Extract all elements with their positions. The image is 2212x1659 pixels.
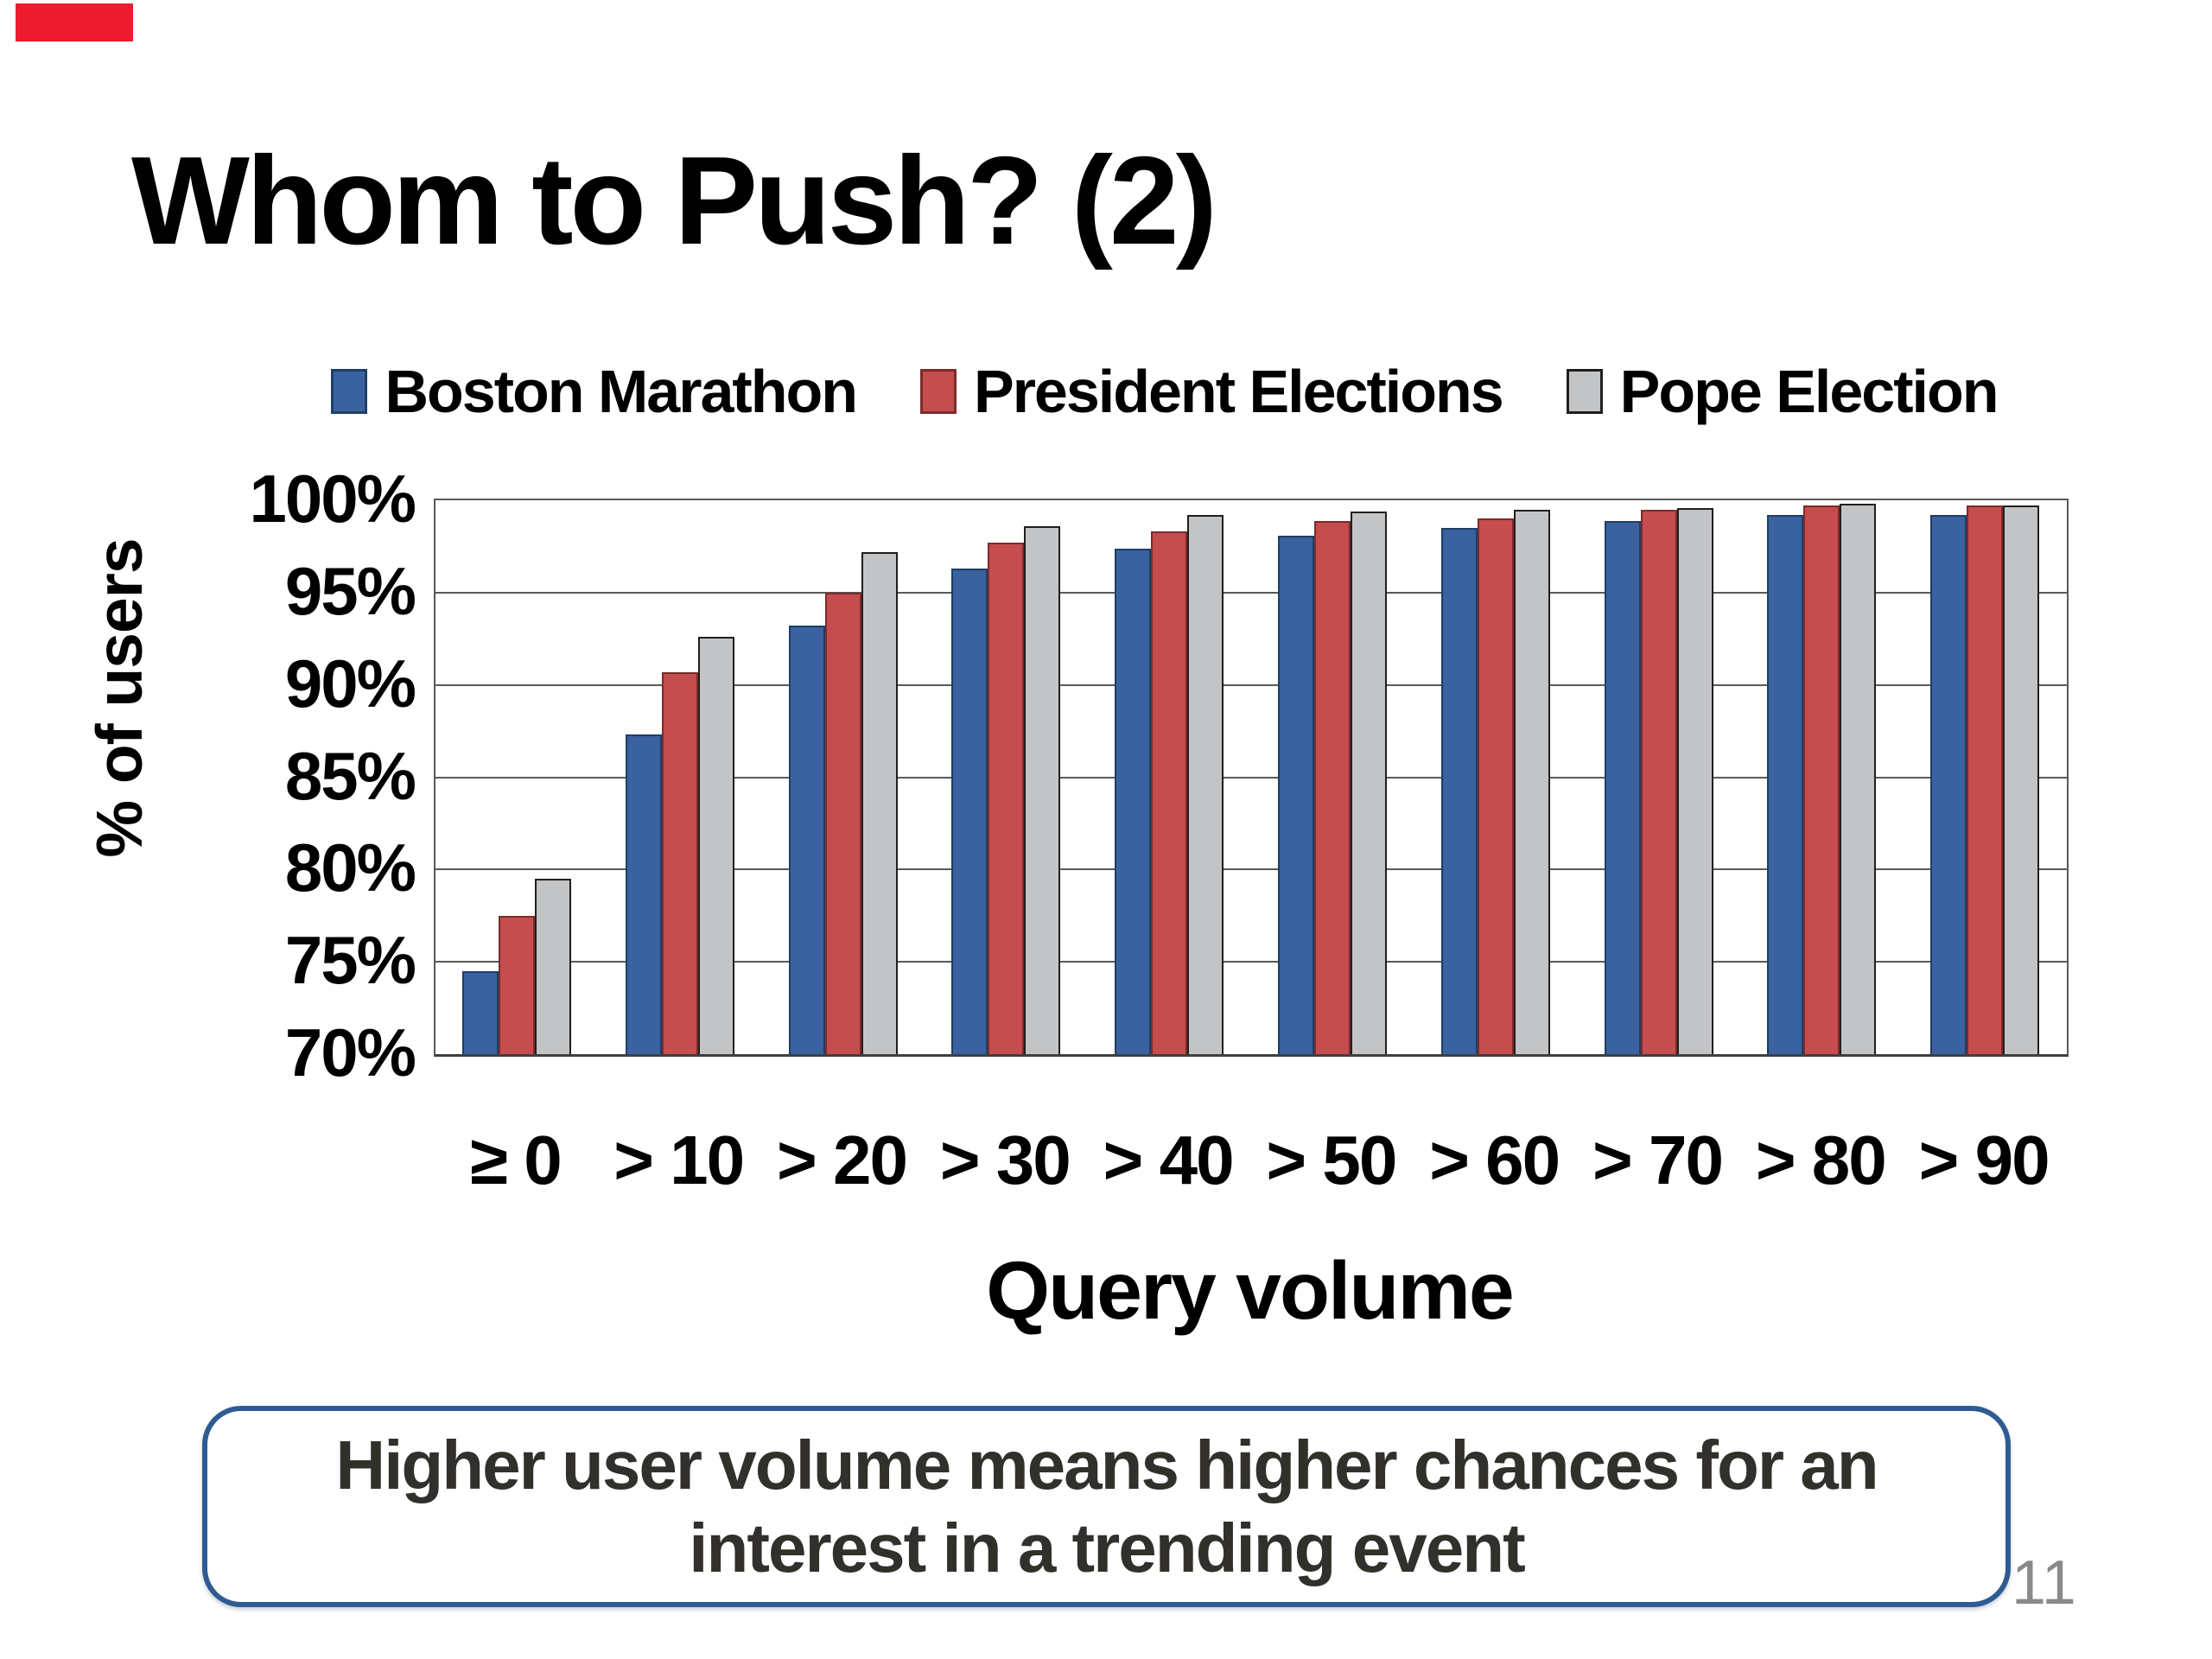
- bar: [2003, 505, 2040, 1054]
- x-axis-tick-label: > 80: [1755, 1122, 1887, 1198]
- bar: [824, 592, 861, 1054]
- bar: [1767, 515, 1804, 1054]
- bar: [1351, 511, 1387, 1054]
- bar: [861, 551, 898, 1054]
- bar: [1151, 531, 1188, 1054]
- legend-label: Pope Election: [1619, 358, 1999, 425]
- bar: [988, 543, 1025, 1054]
- x-axis-tick-label: > 20: [777, 1122, 908, 1198]
- x-axis-tick-label: > 10: [613, 1122, 745, 1198]
- bar: [1440, 528, 1478, 1054]
- legend-label: Boston Marathon: [385, 358, 858, 425]
- x-axis-tick-label: > 90: [1918, 1122, 2050, 1198]
- bar: [1676, 507, 1713, 1054]
- legend-item: Boston Marathon: [331, 357, 858, 426]
- bar: [661, 671, 698, 1054]
- bar: [1513, 509, 1550, 1054]
- bar: [1477, 518, 1514, 1054]
- gridline: [435, 868, 2067, 871]
- plot-area: [434, 499, 2069, 1057]
- legend-swatch: [331, 369, 368, 414]
- y-tick-label: 75%: [284, 922, 416, 999]
- y-tick-label: 80%: [284, 830, 416, 906]
- bar: [788, 626, 825, 1054]
- gridline: [435, 961, 2067, 963]
- bar: [1930, 515, 1967, 1054]
- legend-swatch: [1566, 369, 1603, 414]
- y-tick-label: 85%: [284, 737, 416, 814]
- callout-box: Higher user volume means higher chances …: [202, 1406, 2011, 1607]
- x-axis-tick-label: > 40: [1103, 1122, 1235, 1198]
- bar: [1640, 509, 1677, 1054]
- bar: [1840, 504, 1877, 1054]
- slide-title: Whom to Push? (2): [131, 130, 1217, 270]
- legend-item: Pope Election: [1566, 357, 1999, 426]
- y-tick-label: 90%: [284, 645, 416, 721]
- bar: [951, 569, 988, 1054]
- bar: [499, 915, 535, 1054]
- page-number: 11: [2012, 1548, 2076, 1618]
- gridline: [435, 591, 2067, 594]
- x-axis-tick-label: ≥ 0: [470, 1122, 563, 1198]
- bar: [1024, 525, 1061, 1054]
- bar: [1967, 505, 2004, 1054]
- legend-item: President Elections: [920, 357, 1504, 426]
- slide-accent-bar: [16, 3, 133, 41]
- y-tick-label: 95%: [284, 552, 416, 629]
- x-axis-tick-label: > 30: [939, 1122, 1071, 1198]
- legend-label: President Elections: [974, 358, 1504, 425]
- bar: [1278, 535, 1314, 1054]
- bar: [1314, 520, 1351, 1054]
- bar: [535, 879, 571, 1054]
- x-axis-tick-label: > 60: [1429, 1122, 1560, 1198]
- x-axis-tick-label: > 50: [1266, 1122, 1397, 1198]
- callout-line-2: interest in a trending event: [689, 1509, 1525, 1586]
- bar: [697, 637, 734, 1054]
- x-axis-tick-label: > 70: [1592, 1122, 1724, 1198]
- bar: [625, 734, 662, 1054]
- gridline: [435, 683, 2067, 686]
- x-axis-title: Query volume: [986, 1245, 1515, 1337]
- callout-line-1: Higher user volume means higher chances …: [335, 1426, 1878, 1503]
- legend-swatch: [920, 369, 957, 414]
- chart-legend: Boston Marathon President Elections Pope E…: [207, 353, 2121, 430]
- bar: [1115, 548, 1152, 1054]
- bar: [1604, 520, 1641, 1054]
- gridline: [435, 776, 2067, 779]
- bar: [1803, 505, 1840, 1054]
- y-tick-label: 70%: [284, 1014, 416, 1090]
- y-tick-label: 100%: [249, 461, 417, 537]
- bar: [1187, 515, 1224, 1054]
- bar: [462, 970, 499, 1054]
